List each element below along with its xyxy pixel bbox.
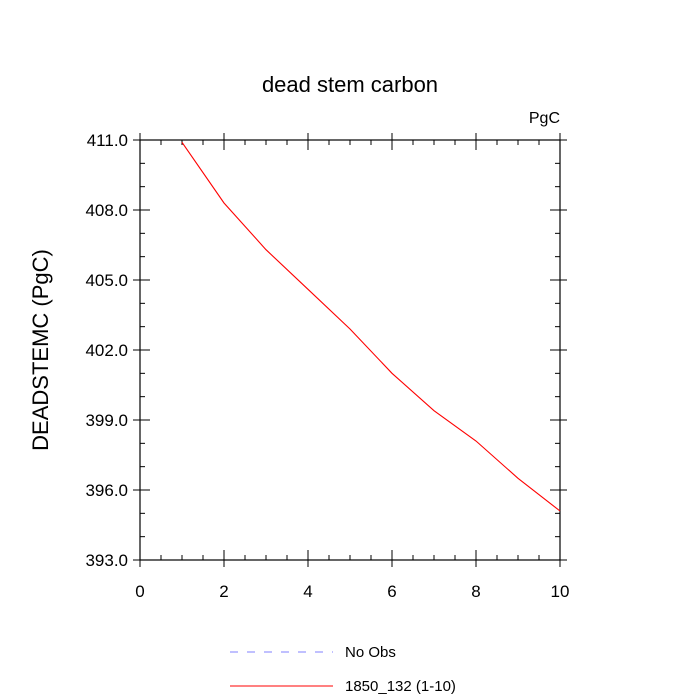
y-tick-label: 405.0 (85, 271, 128, 290)
axes: 0 2 4 6 8 10 393.0 396.0 399.0 402.0 405.0 408.0 411… (85, 131, 569, 601)
y-tick-label: 411.0 (87, 131, 128, 150)
series-line (181, 141, 561, 512)
y-tick-label: 402.0 (85, 341, 128, 360)
x-tick-label: 10 (551, 582, 570, 601)
units-label: PgC (529, 110, 560, 127)
legend-label: No Obs (345, 644, 396, 661)
x-tick-label: 6 (387, 582, 396, 601)
plot-frame (139, 139, 561, 561)
x-tick-label: 8 (471, 582, 480, 601)
y-tick-label: 393.0 (85, 551, 128, 570)
y-tick-label: 399.0 (85, 411, 128, 430)
y-axis-label: DEADSTEMC (PgC) (28, 249, 53, 451)
x-tick-label: 0 (135, 582, 144, 601)
legend-label: 1850_132 (1-10) (345, 678, 456, 695)
y-tick-label: 408.0 (85, 201, 128, 220)
y-tick-label: 396.0 (85, 481, 128, 500)
x-tick-label: 2 (219, 582, 228, 601)
legend: No Obs 1850_132 (1-10) (230, 644, 456, 695)
plot-area (181, 141, 561, 512)
x-tick-label: 4 (303, 582, 312, 601)
chart-title: dead stem carbon (262, 72, 438, 97)
